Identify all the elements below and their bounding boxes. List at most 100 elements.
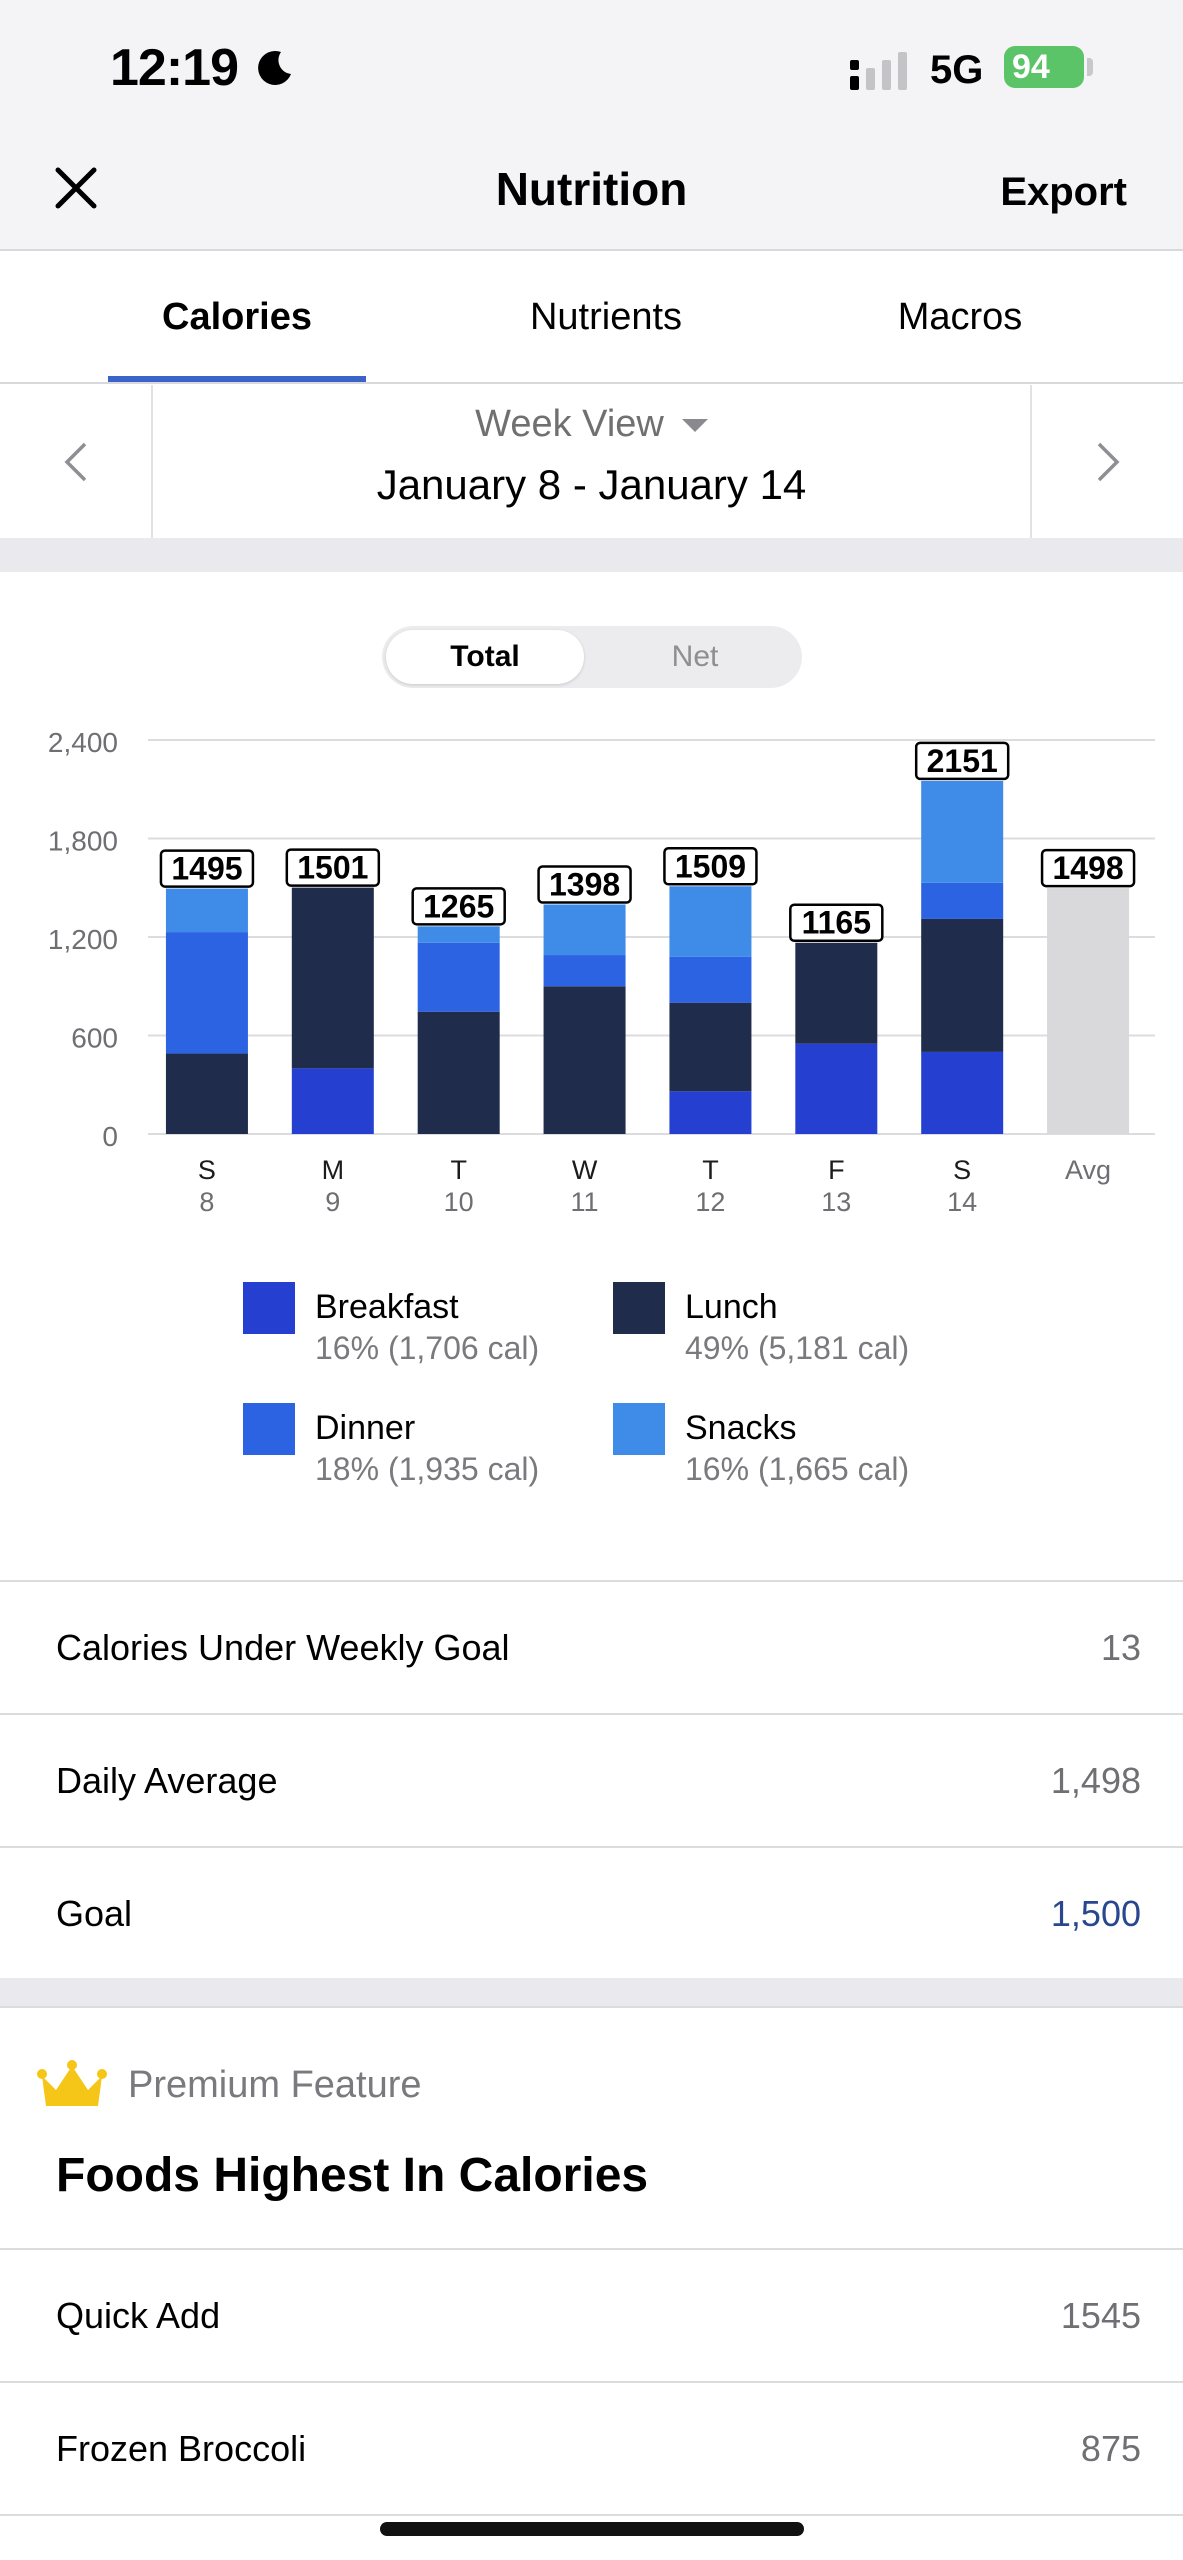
row-label: Goal <box>56 1893 133 1934</box>
total-label-box <box>1040 848 1136 888</box>
x-day-letter: T <box>702 1155 719 1185</box>
chevron-left-icon <box>64 442 86 481</box>
bar-segment-snacks <box>165 888 248 933</box>
total-label-box <box>285 848 381 887</box>
y-tick-label: 1,200 <box>48 924 118 955</box>
week-picker: Week View January 8 - January 14 <box>0 385 1183 538</box>
x-day-letter: T <box>450 1155 467 1185</box>
premium-label: Premium Feature <box>128 2064 422 2106</box>
legend-detail: 16% (1,665 cal) <box>685 1451 910 1487</box>
bar-segment-breakfast <box>921 1051 1004 1134</box>
week-range: January 8 - January 14 <box>376 461 807 508</box>
total-label-box <box>159 849 255 888</box>
bar-segment-dinner <box>543 955 626 987</box>
bar-segment-breakfast <box>291 1068 374 1134</box>
close-icon[interactable] <box>50 162 102 214</box>
bar-segment-lunch <box>543 986 626 1134</box>
legend-name: Dinner <box>315 1409 416 1447</box>
legend-swatch <box>613 1403 665 1455</box>
legend-detail: 18% (1,935 cal) <box>315 1451 540 1487</box>
total-label-box <box>663 847 758 886</box>
total-net-toggle[interactable]: Total Net <box>382 626 802 688</box>
chevron-right-icon <box>1097 442 1119 481</box>
x-day-number: 13 <box>821 1187 851 1217</box>
y-tick-label: 1,800 <box>48 826 118 857</box>
x-day-number: 14 <box>947 1187 977 1217</box>
battery-tip <box>1087 58 1093 76</box>
bar-segment-dinner <box>669 956 752 1003</box>
week-view-label: Week View <box>475 403 664 445</box>
bar-segment-breakfast <box>795 1043 878 1134</box>
caret-down-icon <box>681 419 708 433</box>
moon-icon <box>258 50 291 85</box>
tab-bar: Calories Nutrients Macros <box>0 252 1183 384</box>
network-type: 5G <box>930 48 984 92</box>
x-day-number: 10 <box>444 1187 474 1217</box>
battery-level: 94 <box>1012 48 1050 86</box>
summary-row-goal[interactable]: Goal 1,500 <box>0 1848 1183 1981</box>
legend-name: Snacks <box>685 1409 797 1447</box>
row-value: 13 <box>1100 1627 1141 1668</box>
bar-segment-lunch <box>669 1002 752 1092</box>
summary-row-daily-average: Daily Average 1,498 <box>0 1715 1183 1848</box>
tab-active-indicator <box>108 376 366 382</box>
top-header: 12:19 5G 94 Nutrition Export <box>0 0 1183 251</box>
tab-calories[interactable]: Calories <box>162 296 312 338</box>
food-name: Quick Add <box>56 2295 221 2336</box>
total-label: 1509 <box>675 848 746 884</box>
row-label: Calories Under Weekly Goal <box>56 1627 510 1668</box>
y-tick-label: 0 <box>102 1121 118 1152</box>
x-day-letter: S <box>953 1155 971 1185</box>
total-label: 1398 <box>549 866 620 902</box>
chart-legend: Breakfast 16% (1,706 cal) Lunch 49% (5,1… <box>0 1270 1183 1500</box>
export-button[interactable]: Export <box>1000 170 1127 214</box>
x-day-letter: W <box>572 1155 598 1185</box>
legend-item-lunch: Lunch 49% (5,181 cal) <box>613 1276 973 1376</box>
x-day-number: 9 <box>325 1187 340 1217</box>
bar-segment-snacks <box>417 926 500 943</box>
summary-row-under-goal: Calories Under Weekly Goal 13 <box>0 1582 1183 1715</box>
x-day-letter: M <box>322 1155 345 1185</box>
total-label-box <box>914 741 1010 781</box>
total-label-box <box>789 903 884 942</box>
x-day-letter: F <box>828 1155 845 1185</box>
bar-segment-avg <box>1047 888 1130 1134</box>
food-row[interactable]: Quick Add 1545 <box>0 2250 1183 2383</box>
y-tick-label: 2,400 <box>48 727 118 758</box>
legend-swatch <box>243 1403 295 1455</box>
total-label: 1498 <box>1052 850 1123 886</box>
row-value: 1,498 <box>1050 1760 1141 1801</box>
battery-indicator: 94 <box>1004 46 1084 88</box>
y-tick-label: 600 <box>71 1023 118 1054</box>
legend-item-dinner: Dinner 18% (1,935 cal) <box>243 1397 603 1497</box>
x-day-number: 12 <box>695 1187 725 1217</box>
bar-segment-snacks <box>543 904 626 956</box>
legend-name: Lunch <box>685 1288 778 1326</box>
total-label: 1165 <box>802 905 871 941</box>
legend-detail: 16% (1,706 cal) <box>315 1330 540 1366</box>
page-title: Nutrition <box>495 163 688 215</box>
bar-segment-dinner <box>921 882 1004 919</box>
x-day-number: 11 <box>571 1187 599 1217</box>
bar-segment-snacks <box>921 780 1004 883</box>
legend-item-breakfast: Breakfast 16% (1,706 cal) <box>243 1276 603 1376</box>
status-time: 12:19 <box>110 39 239 97</box>
legend-item-snacks: Snacks 16% (1,665 cal) <box>613 1397 973 1497</box>
goal-value[interactable]: 1,500 <box>1050 1893 1141 1934</box>
tab-macros[interactable]: Macros <box>897 296 1023 338</box>
total-label-box <box>537 865 632 904</box>
toggle-total[interactable]: Total <box>386 630 584 684</box>
foods-list: Quick Add 1545 Frozen Broccoli 875 <box>0 2248 1183 2516</box>
x-day-letter: S <box>198 1155 216 1185</box>
next-week-button[interactable] <box>1030 385 1183 538</box>
week-view-dropdown[interactable]: Week View <box>0 403 1183 446</box>
food-row[interactable]: Frozen Broccoli 875 <box>0 2383 1183 2516</box>
tab-nutrients[interactable]: Nutrients <box>529 296 683 338</box>
toggle-net[interactable]: Net <box>671 640 719 673</box>
food-calories: 1545 <box>1060 2295 1141 2336</box>
signal-icon <box>850 52 907 90</box>
x-avg-label: Avg <box>1065 1155 1111 1185</box>
food-calories: 875 <box>1080 2428 1141 2469</box>
legend-swatch <box>243 1282 295 1334</box>
previous-week-button[interactable] <box>0 385 153 538</box>
